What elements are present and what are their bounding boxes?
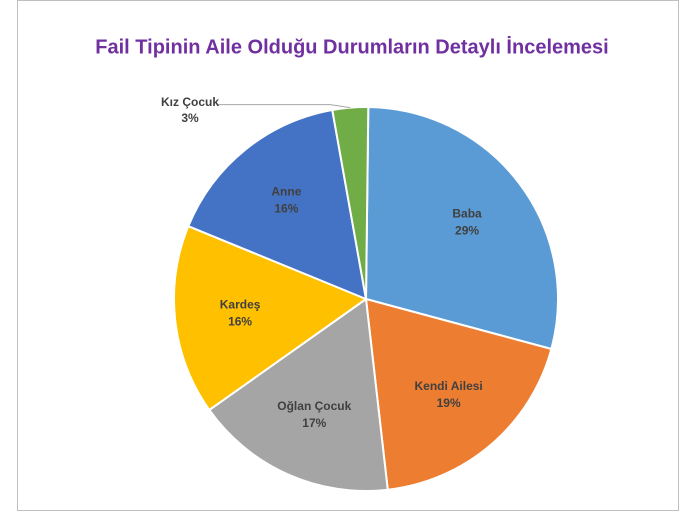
pie-slice — [364, 297, 553, 491]
slice-value-label: 16% — [274, 202, 298, 216]
slice-value-label: 17% — [302, 416, 326, 430]
pie-slice — [187, 108, 368, 301]
slice-label: Anne — [271, 185, 301, 199]
pie-slice — [207, 297, 389, 492]
pie-slice — [173, 224, 369, 412]
slice-label: Baba — [452, 207, 482, 221]
slice-label: Kendi Ailesi — [415, 379, 483, 393]
leader-line — [218, 104, 351, 109]
slice-value-label: 19% — [437, 396, 461, 410]
slice-label: Kız Çocuk — [161, 95, 219, 109]
slice-value-label: 3% — [181, 111, 199, 125]
slice-value-label: 29% — [455, 224, 479, 238]
slice-value-label: 16% — [228, 315, 252, 329]
slice-label: Kardeş — [220, 298, 261, 312]
pie-slice — [331, 106, 370, 300]
chart-title: Fail Tipinin Aile Olduğu Durumların Deta… — [95, 35, 608, 58]
slice-label: Oğlan Çocuk — [277, 399, 351, 413]
pie-slice — [364, 106, 559, 351]
